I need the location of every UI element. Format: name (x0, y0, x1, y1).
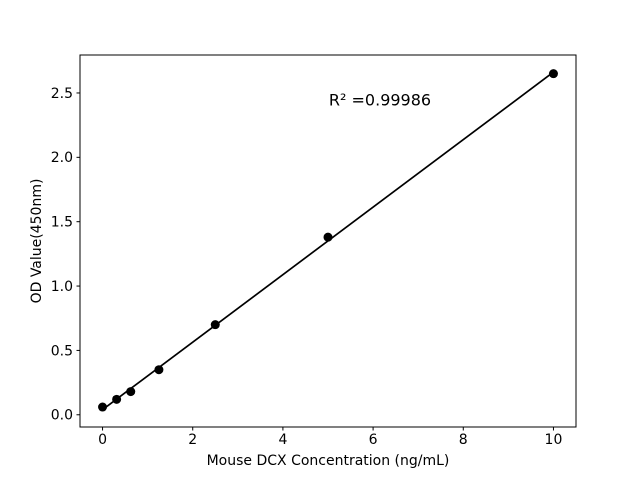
data-point (548, 69, 558, 79)
y-axis-label: OD Value(450nm) (29, 178, 45, 304)
y-tick-label: 2.0 (51, 150, 73, 166)
data-point (112, 394, 122, 404)
x-tick-label: 10 (545, 432, 563, 448)
data-point (154, 365, 164, 375)
y-tick-label: 2.5 (51, 86, 73, 102)
y-tick-label: 0.5 (51, 343, 73, 359)
data-point (323, 232, 333, 242)
y-tick-label: 1.5 (51, 215, 73, 231)
x-tick-label: 0 (98, 432, 107, 448)
y-tick-label: 0.0 (51, 408, 73, 424)
x-tick-label: 2 (188, 432, 197, 448)
y-tick-label: 1.0 (51, 279, 73, 295)
x-tick-label: 6 (369, 432, 378, 448)
data-point (126, 387, 136, 397)
x-tick-label: 4 (278, 432, 287, 448)
data-point (210, 320, 220, 330)
r-squared-annotation: R² =0.99986 (328, 90, 432, 110)
x-tick-label: 8 (459, 432, 468, 448)
x-axis-label: Mouse DCX Concentration (ng/mL) (206, 453, 450, 469)
axes-spines (79, 54, 577, 428)
data-point (98, 402, 108, 412)
